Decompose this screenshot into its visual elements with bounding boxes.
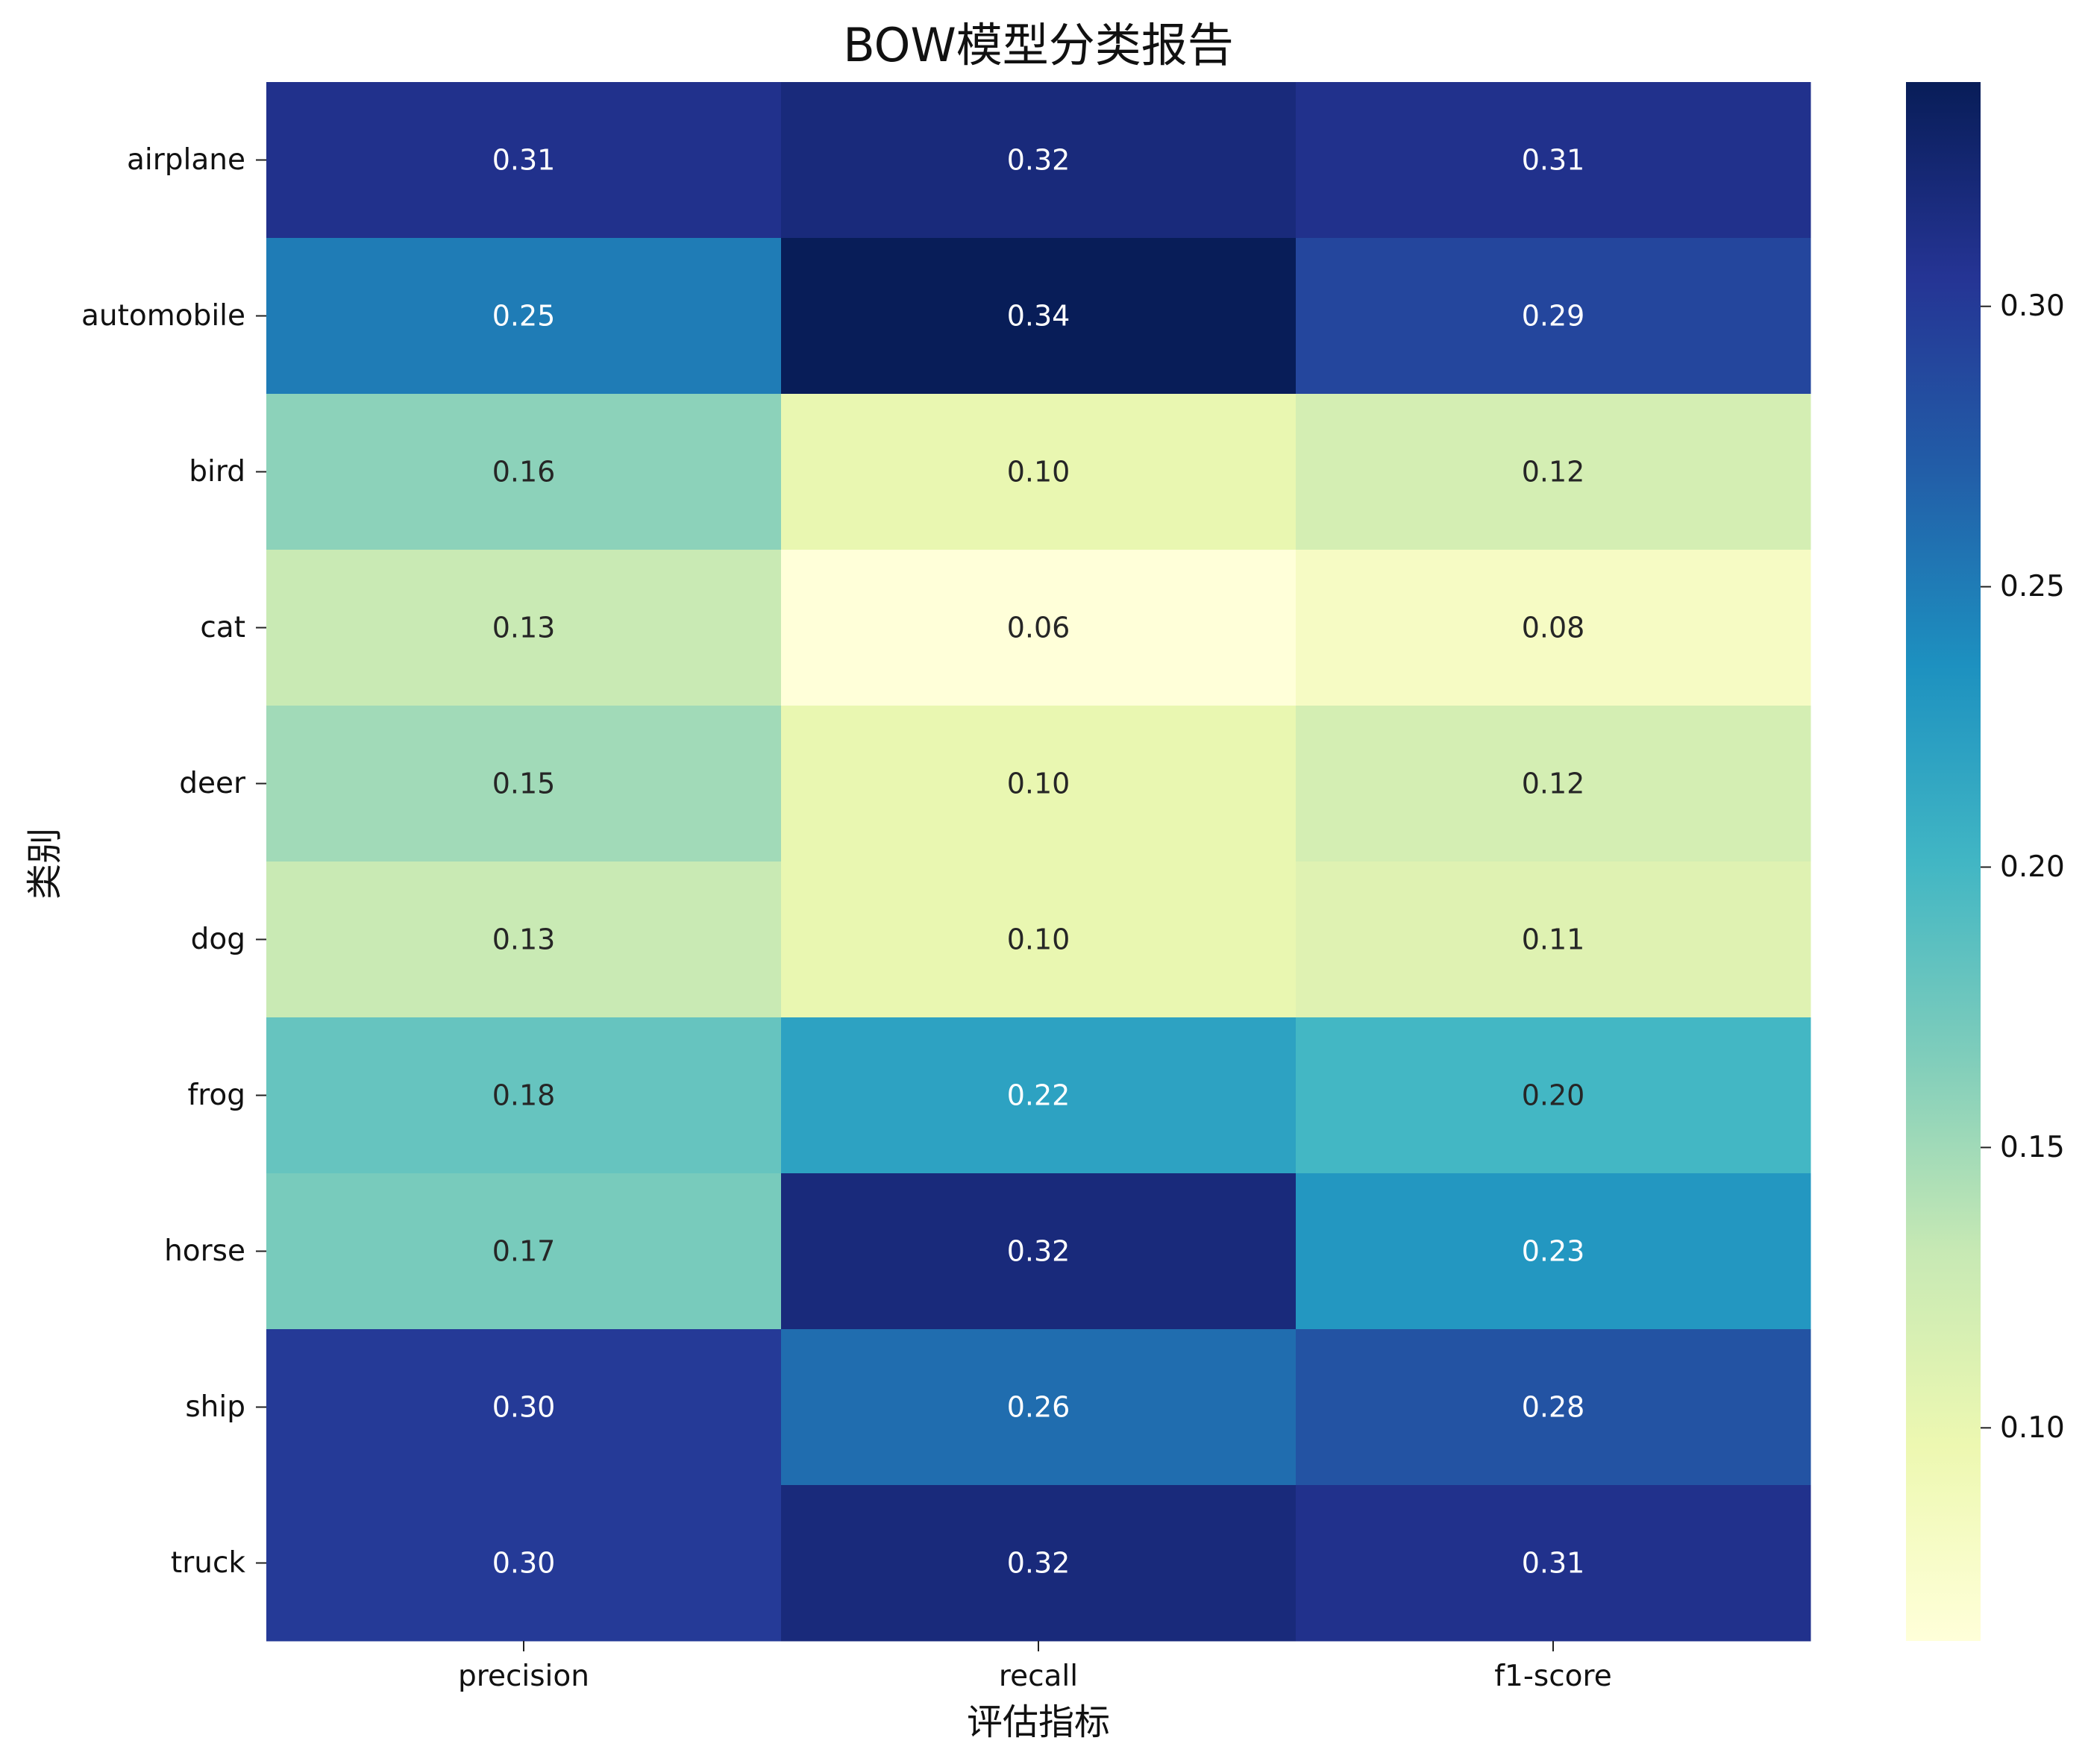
heatmap-cell [266, 861, 782, 1018]
heatmap-cell [781, 238, 1297, 395]
heatmap-cell [266, 706, 782, 862]
cell-value-label: 0.22 [1007, 1079, 1070, 1112]
cell-value-label: 0.31 [1522, 144, 1585, 177]
cell-value-label: 0.13 [492, 612, 556, 644]
cell-value-label: 0.13 [492, 923, 556, 956]
heatmap-cell [266, 238, 782, 395]
cell-value-label: 0.06 [1007, 612, 1070, 644]
cell-value-label: 0.11 [1522, 923, 1585, 956]
cell-value-label: 0.30 [492, 1391, 556, 1424]
y-tick-label: cat [200, 611, 245, 644]
x-axis-ticks: precision recall f1-score [458, 1641, 1612, 1693]
y-axis-title: 类别 [24, 828, 66, 900]
cell-value-label: 0.17 [492, 1235, 556, 1268]
heatmap-cell [266, 1173, 782, 1330]
y-tick-label: automobile [81, 299, 245, 333]
cell-value-label: 0.15 [492, 768, 556, 800]
heatmap-cell [781, 1173, 1297, 1330]
colorbar-tick-label: 0.25 [2000, 570, 2065, 603]
heatmap-cell [1296, 1173, 1811, 1330]
heatmap-cell [1296, 238, 1811, 395]
y-tick-label: bird [189, 455, 245, 489]
cell-value-label: 0.32 [1007, 1235, 1070, 1268]
y-tick-label: truck [171, 1546, 245, 1580]
cell-value-label: 0.20 [1522, 1079, 1585, 1112]
heatmap-cell [1296, 1329, 1811, 1486]
colorbar-tick-label: 0.30 [2000, 289, 2065, 323]
cell-value-label: 0.34 [1007, 300, 1070, 333]
cell-value-label: 0.25 [492, 300, 556, 333]
chart-title: BOW模型分类报告 [843, 18, 1234, 72]
cell-value-label: 0.10 [1007, 768, 1070, 800]
y-tick-label: horse [164, 1234, 245, 1268]
heatmap-cell [781, 1017, 1297, 1174]
colorbar-tick-label: 0.15 [2000, 1131, 2065, 1164]
y-tick-label: dog [191, 923, 245, 956]
x-axis-title: 评估指标 [967, 1701, 1110, 1743]
y-tick-label: ship [185, 1390, 245, 1424]
cell-value-label: 0.23 [1522, 1235, 1585, 1268]
y-tick-label: airplane [127, 143, 245, 177]
x-tick-label: f1-score [1494, 1660, 1611, 1693]
heatmap-cell [781, 861, 1297, 1018]
cell-value-label: 0.12 [1522, 768, 1585, 800]
cell-value-label: 0.29 [1522, 300, 1585, 333]
cell-value-label: 0.12 [1522, 456, 1585, 489]
cell-value-label: 0.10 [1007, 923, 1070, 956]
colorbar-ticks: 0.10 0.15 0.20 0.25 0.30 [1981, 289, 2065, 1445]
cell-value-label: 0.10 [1007, 456, 1070, 489]
heatmap-cell [781, 82, 1297, 239]
cell-value-label: 0.32 [1007, 144, 1070, 177]
cell-value-label: 0.16 [492, 456, 556, 489]
cell-value-label: 0.18 [492, 1079, 556, 1112]
heatmap-cell [266, 394, 782, 550]
y-tick-label: deer [179, 767, 246, 800]
heatmap-cell [1296, 861, 1811, 1018]
heatmap-cell [1296, 394, 1811, 550]
heatmap-cell [781, 1329, 1297, 1486]
cell-value-label: 0.28 [1522, 1391, 1585, 1424]
heatmap-cell [781, 1485, 1297, 1642]
heatmap-cell [1296, 706, 1811, 862]
heatmap-cell [266, 1017, 782, 1174]
heatmap-cell [266, 1485, 782, 1642]
cell-value-label: 0.26 [1007, 1391, 1070, 1424]
heatmap-cell [1296, 1485, 1811, 1642]
y-tick-label: frog [187, 1079, 245, 1112]
y-axis-ticks: airplane automobile bird cat deer dog frog hors… [81, 143, 266, 1580]
x-tick-label: precision [458, 1660, 589, 1693]
heatmap-cell [266, 82, 782, 239]
heatmap-cell [1296, 1017, 1811, 1174]
cell-value-label: 0.08 [1522, 612, 1585, 644]
x-tick-label: recall [999, 1660, 1078, 1693]
cell-value-label: 0.31 [1522, 1547, 1585, 1580]
colorbar-tick-label: 0.20 [2000, 850, 2065, 884]
heatmap-cell [1296, 82, 1811, 239]
colorbar-tick-label: 0.10 [2000, 1411, 2065, 1445]
colorbar [1906, 82, 1981, 1641]
cell-value-label: 0.31 [492, 144, 556, 177]
heatmap-cell [781, 550, 1297, 706]
heatmap-cell [1296, 550, 1811, 706]
cell-value-label: 0.32 [1007, 1547, 1070, 1580]
heatmap-cell [266, 550, 782, 706]
heatmap-cell [781, 394, 1297, 550]
cell-value-label: 0.30 [492, 1547, 556, 1580]
heatmap-cell [781, 706, 1297, 862]
heatmap-cells: 0.31 0.32 0.31 0.25 0.34 0.29 0.16 0.10 0.12 0.13… [266, 82, 1811, 1642]
heatmap-cell [266, 1329, 782, 1486]
